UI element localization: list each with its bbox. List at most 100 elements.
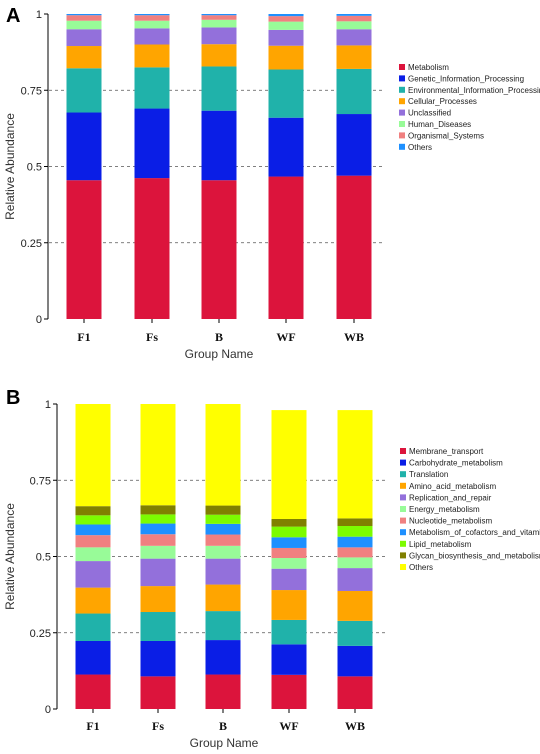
bar-segment-a-Fs-2 <box>134 67 170 109</box>
bar-segment-a-WB-6 <box>336 15 372 22</box>
bar-segment-b-B-8 <box>205 514 241 524</box>
bar-segment-b-Fs-8 <box>140 514 176 524</box>
bar-segment-a-F1-3 <box>66 46 102 69</box>
bar-segment-a-B-1 <box>201 110 237 181</box>
bar-segment-b-F1-7 <box>75 524 111 536</box>
bar-segment-a-B-7 <box>201 14 237 16</box>
bar-segment-b-Fs-2 <box>140 612 176 641</box>
bar-segment-a-WB-4 <box>336 29 372 46</box>
legend-swatch-a-6 <box>399 132 405 139</box>
bar-segment-b-WF-3 <box>271 590 307 620</box>
y-tick-label-b-2: 0.5 <box>36 552 51 564</box>
bar-segment-a-B-0 <box>201 180 237 319</box>
bar-segment-a-F1-6 <box>66 15 102 21</box>
y-tick-label-a-2: 0.5 <box>27 162 42 174</box>
bar-segment-b-WB-7 <box>337 536 373 548</box>
bar-segment-b-WB-0 <box>337 676 373 709</box>
bar-segment-b-B-9 <box>205 505 241 515</box>
bar-segment-b-WF-2 <box>271 619 307 645</box>
bar-segment-b-F1-2 <box>75 613 111 641</box>
legend-label-a-7: Others <box>408 143 432 152</box>
y-tick-label-b-0: 0 <box>45 704 51 716</box>
legend-label-a-1: Genetic_Information_Processing <box>408 74 524 83</box>
bar-segment-b-WB-5 <box>337 557 373 569</box>
bar-segment-a-Fs-3 <box>134 44 170 68</box>
bar-segment-b-Fs-4 <box>140 558 176 587</box>
legend-label-b-10: Others <box>409 563 433 572</box>
bar-segment-b-WF-8 <box>271 526 307 538</box>
legend-swatch-b-5 <box>400 506 406 512</box>
x-axis-title-a: Group Name <box>185 347 254 361</box>
y-axis-title-b: Relative Abundance <box>3 503 17 610</box>
legend-label-b-6: Nucleotide_metabolism <box>409 517 492 526</box>
bar-segment-b-B-4 <box>205 558 241 585</box>
legend-swatch-a-4 <box>399 109 405 116</box>
legend-swatch-a-0 <box>399 64 405 70</box>
bar-segment-a-Fs-1 <box>134 108 170 179</box>
y-tick-label-b-4: 1 <box>45 399 51 411</box>
y-tick-label-a-3: 0.75 <box>21 85 42 97</box>
bar-segment-b-Fs-5 <box>140 545 176 559</box>
bar-segment-a-B-2 <box>201 66 237 111</box>
legend-label-a-3: Cellular_Processes <box>408 97 477 106</box>
bar-segment-a-WF-3 <box>268 45 304 70</box>
legend-swatch-b-9 <box>400 552 406 559</box>
bar-segment-a-Fs-6 <box>134 15 170 21</box>
bar-segment-b-WF-9 <box>271 518 307 527</box>
legend-swatch-b-3 <box>400 482 406 489</box>
bar-segment-a-F1-7 <box>66 14 102 16</box>
y-tick-label-a-1: 0.25 <box>21 238 42 250</box>
legend-label-a-2: Environmental_Information_Processing <box>408 86 540 95</box>
bar-segment-a-F1-4 <box>66 29 102 47</box>
bar-segment-b-WB-2 <box>337 620 373 646</box>
bar-segment-b-F1-10 <box>75 404 111 507</box>
bar-segment-b-WF-7 <box>271 537 307 548</box>
bar-segment-b-Fs-3 <box>140 586 176 613</box>
panel-b: B 0 0.25 0.5 0.75 1 F1 Fs B WF WB Relative Abundanc… <box>3 387 540 750</box>
legend-label-a-0: Metabolism <box>408 63 449 72</box>
x-tick-label-b-0: F1 <box>86 719 99 733</box>
bar-segment-b-WF-5 <box>271 558 307 569</box>
legend-swatch-b-6 <box>400 517 406 524</box>
legend-swatch-a-5 <box>399 121 405 127</box>
bar-segment-b-Fs-1 <box>140 640 176 677</box>
bar-segment-a-WF-6 <box>268 16 304 22</box>
bar-segment-b-B-1 <box>205 640 241 675</box>
bar-segment-b-F1-5 <box>75 547 111 562</box>
legend-label-b-0: Membrane_transport <box>409 447 484 456</box>
bar-segment-a-F1-5 <box>66 20 102 30</box>
bar-segment-b-F1-8 <box>75 515 111 525</box>
bar-segment-a-Fs-5 <box>134 20 170 29</box>
bar-segment-b-B-2 <box>205 611 241 641</box>
bar-segment-a-WF-4 <box>268 29 304 46</box>
bar-segment-b-WF-6 <box>271 547 307 559</box>
panel-label-a: A <box>6 5 20 27</box>
bar-segment-a-F1-1 <box>66 112 102 181</box>
legend-label-b-1: Carbohydrate_metabolism <box>409 459 503 468</box>
legend-label-b-4: Replication_and_repair <box>409 493 492 502</box>
y-tick-label-a-4: 1 <box>36 9 42 21</box>
bar-segment-a-WB-3 <box>336 45 372 69</box>
bar-segment-b-Fs-7 <box>140 523 176 535</box>
bar-segment-a-WF-2 <box>268 69 304 118</box>
bar-segment-a-WB-7 <box>336 14 372 16</box>
bar-segment-a-WF-1 <box>268 117 304 177</box>
legend-label-b-2: Translation <box>409 470 448 479</box>
bar-segment-b-B-3 <box>205 584 241 612</box>
panel-label-b: B <box>6 387 20 409</box>
legend-swatch-b-0 <box>400 448 406 454</box>
legend-swatch-b-7 <box>400 529 406 536</box>
bar-segment-a-B-6 <box>201 15 237 20</box>
y-tick-label-b-1: 0.25 <box>30 628 51 640</box>
x-tick-label-b-4: WB <box>345 719 365 733</box>
bar-segment-a-B-3 <box>201 44 237 67</box>
bar-segment-a-F1-0 <box>66 180 102 319</box>
x-tick-label-a-1: Fs <box>146 330 158 344</box>
y-axis-title-a: Relative Abundance <box>3 113 17 220</box>
legend-label-a-6: Organismal_Systems <box>408 131 484 140</box>
bar-segment-b-WB-1 <box>337 645 373 677</box>
bar-segment-a-WB-0 <box>336 175 372 319</box>
legend-label-b-8: Lipid_metabolism <box>409 540 472 549</box>
bar-segment-a-B-5 <box>201 19 237 28</box>
legend-label-a-5: Human_Diseases <box>408 120 471 129</box>
